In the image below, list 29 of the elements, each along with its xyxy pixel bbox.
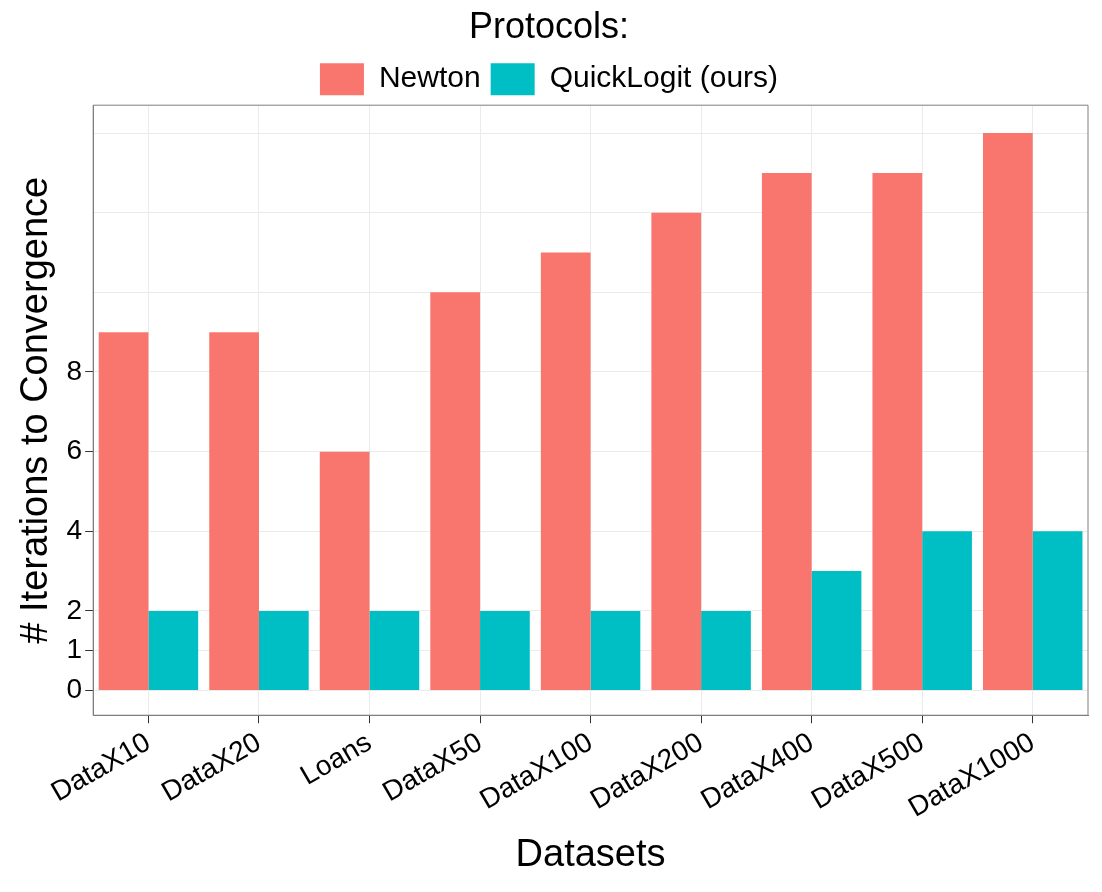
bar xyxy=(98,332,149,691)
bar xyxy=(148,610,199,691)
bar xyxy=(922,531,972,691)
bar xyxy=(982,133,1033,691)
bar xyxy=(369,610,420,691)
y-tick-label: 1 xyxy=(66,633,83,665)
y-tick-label: 8 xyxy=(66,354,83,386)
y-tick-label: 6 xyxy=(66,434,83,466)
bar xyxy=(761,172,812,691)
bar xyxy=(430,292,481,691)
bar xyxy=(319,451,370,691)
bar xyxy=(258,610,309,691)
legend-label: Newton xyxy=(378,60,481,94)
bar xyxy=(651,212,702,691)
bar xyxy=(872,172,923,691)
x-axis-title: Datasets xyxy=(515,831,666,874)
bar xyxy=(701,610,751,691)
legend-title: Protocols: xyxy=(468,4,630,46)
bar xyxy=(811,571,862,691)
y-tick-label: 4 xyxy=(66,514,83,545)
y-axis-title: # Iterations to Convergence xyxy=(13,176,56,644)
bar xyxy=(540,252,591,691)
bar xyxy=(1032,531,1083,691)
bar xyxy=(480,610,530,691)
legend-label: QuickLogit (ours) xyxy=(549,60,779,94)
y-tick-label: 2 xyxy=(66,593,83,625)
bar xyxy=(209,332,259,691)
bar xyxy=(590,610,641,691)
y-tick-label: 0 xyxy=(66,673,83,705)
